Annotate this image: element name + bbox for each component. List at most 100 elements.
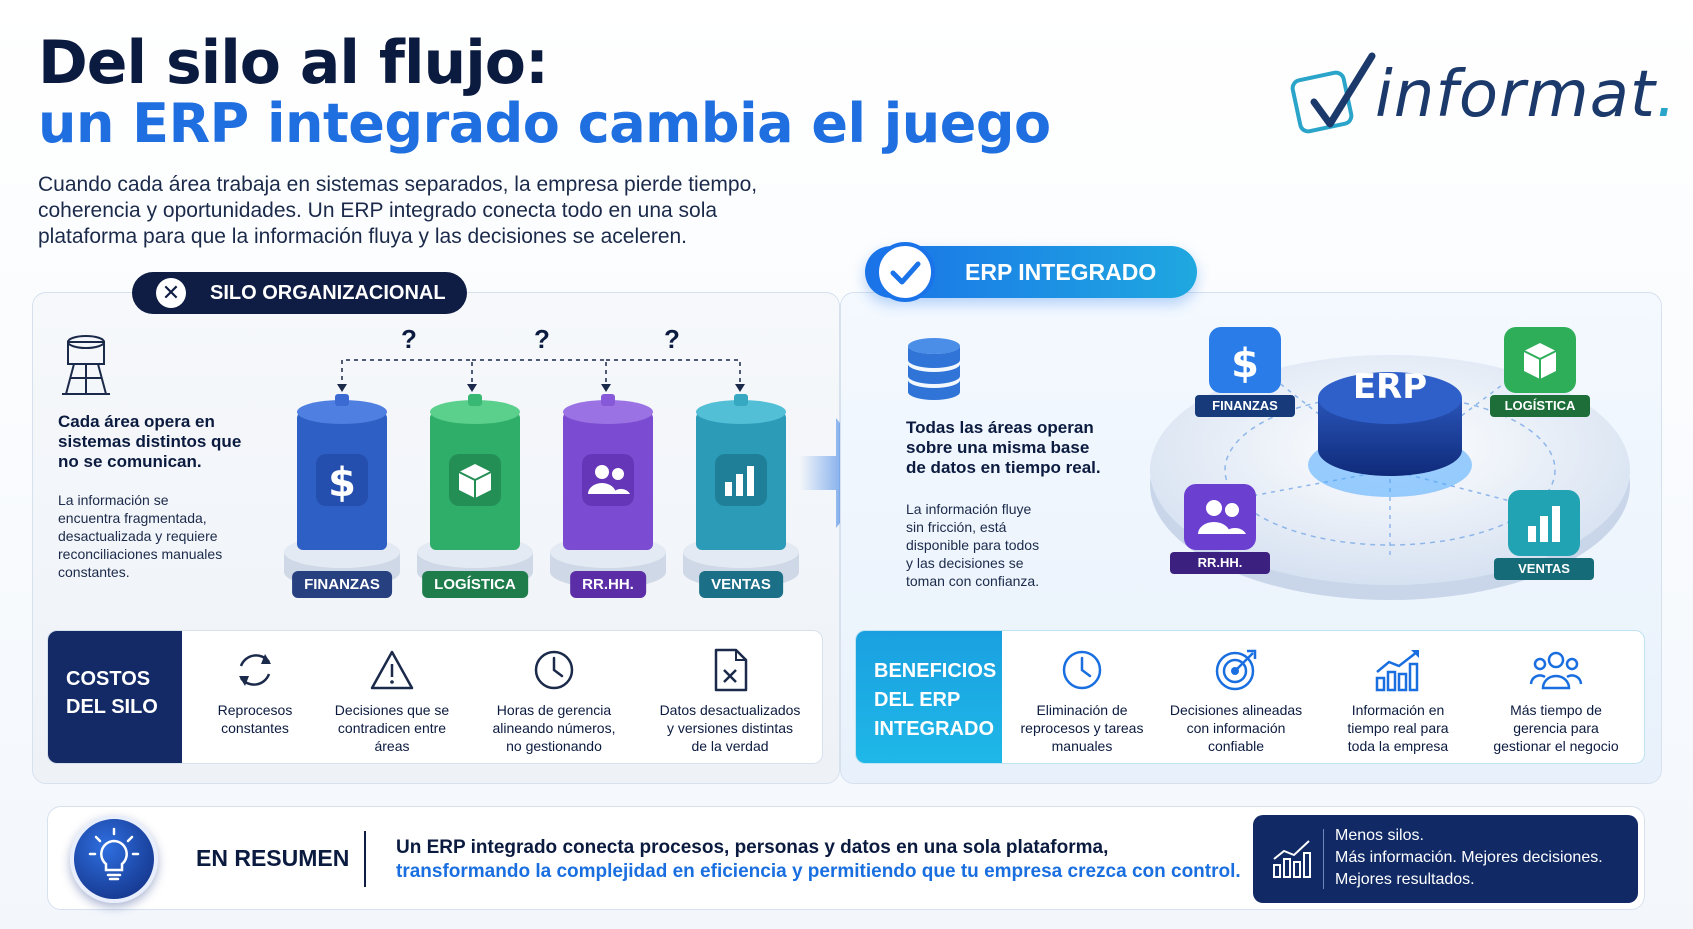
benefits-heading: BENEFICIOS DEL ERP INTEGRADO [856, 631, 1002, 763]
cost-text: constantes [221, 720, 289, 736]
silo-tank [683, 394, 799, 588]
box-icon [458, 464, 492, 498]
intro-line: Cuando cada área trabaja en sistemas sep… [38, 173, 758, 196]
erp-lead-line: sobre una misma base [906, 438, 1090, 457]
lightbulb-icon [70, 815, 158, 903]
erp-description: La información fluye sin fricción, está … [906, 500, 1106, 590]
benefit-text: gerencia para [1513, 720, 1599, 736]
check-icon [875, 242, 935, 302]
benefits-box: BENEFICIOS DEL ERP INTEGRADO Eliminación… [855, 630, 1645, 764]
growth-chart-icon [1273, 840, 1311, 878]
benefit-text: con información [1186, 720, 1286, 736]
silo-desc-line: reconciliaciones manuales [58, 546, 223, 562]
silo-ventas: VENTAS [681, 392, 801, 598]
growth-chart-icon [1375, 650, 1419, 692]
cost-text: no gestionando [506, 738, 602, 754]
costs-heading-line: COSTOS [66, 668, 151, 690]
silo-rrhh: RR.HH. [548, 392, 668, 598]
summary-result-box: Menos silos. Más información. Mejores de… [1253, 815, 1638, 903]
summary-line-1: Un ERP integrado conecta procesos, perso… [396, 837, 1109, 858]
cost-text: Horas de gerencia [496, 702, 612, 718]
silo-description: La información se encuentra fragmentada,… [58, 491, 258, 581]
silo-lead-line: sistemas distintos que [58, 432, 242, 451]
benefit-text: manuales [1051, 738, 1113, 754]
box-icon [1504, 327, 1576, 393]
cost-item: Datos desactualizados y versiones distint… [645, 645, 815, 755]
costs-box: COSTOS DEL SILO Reprocesos constantes Dec… [47, 630, 823, 764]
result-divider [1323, 829, 1324, 889]
water-tower-icon [62, 335, 110, 395]
silo-label-finanzas: FINANZAS [292, 571, 392, 598]
title-line-2: un ERP integrado cambia el juego [38, 92, 1051, 155]
erp-desc-line: disponible para todos [906, 537, 1040, 553]
benefit-text: Más tiempo de [1510, 702, 1602, 718]
benefits-heading-line: DEL ERP [874, 689, 961, 711]
erp-lead-line: Todas las áreas operan [906, 418, 1094, 437]
team-icon [1529, 651, 1583, 690]
benefit-item: Decisiones alineadas con información confi… [1156, 645, 1316, 755]
silo-desc-line: desactualizada y requiere [58, 528, 218, 544]
erp-node-label: LOGÍSTICA [1490, 395, 1590, 417]
question-mark: ? [534, 324, 550, 354]
silo-tank [417, 394, 533, 588]
costs-heading: COSTOS DEL SILO [48, 631, 182, 763]
silo-pill: ✕ SILO ORGANIZACIONAL [132, 272, 467, 314]
users-icon [1184, 484, 1256, 550]
silo-lead: Cada área opera en sistemas distintos qu… [58, 412, 258, 472]
cost-item: Decisiones que se contradicen entre áreas [312, 645, 472, 755]
cost-text: alineando números, [492, 720, 616, 736]
result-text: Menos silos. Más información. Mejores de… [1335, 825, 1603, 891]
summary-heading: EN RESUMEN [196, 845, 350, 871]
erp-node-rrhh: RR.HH. [1170, 482, 1270, 577]
refresh-icon [239, 654, 271, 686]
benefit-text: reprocesos y tareas [1020, 720, 1144, 736]
dollar-icon: $ [1209, 327, 1281, 393]
benefit-text: Eliminación de [1036, 702, 1128, 718]
benefits-heading-line: BENEFICIOS [874, 660, 997, 682]
erp-node-label: RR.HH. [1170, 552, 1270, 574]
erp-desc-line: La información fluye [906, 501, 1032, 517]
erp-hub-label: ERP [1353, 367, 1427, 407]
benefit-item: Información en tiempo real para toda la em… [1318, 645, 1478, 755]
silo-label-rrhh: RR.HH. [570, 571, 646, 598]
check-logo-icon [1290, 52, 1376, 134]
users-icon [588, 465, 630, 494]
benefit-text: Información en [1351, 702, 1445, 718]
cost-text: Datos desactualizados [659, 702, 801, 718]
benefit-item: Eliminación de reprocesos y tareas manuale… [1002, 645, 1162, 755]
erp-desc-line: sin fricción, está [906, 519, 1007, 535]
intro-line: coherencia y oportunidades. Un ERP integ… [38, 199, 718, 222]
silo-label-ventas: VENTAS [699, 571, 783, 598]
cost-text: y versiones distintas [666, 720, 794, 736]
question-mark: ? [664, 324, 680, 354]
cost-text: contradicen entre [337, 720, 447, 736]
erp-pill-label: ERP INTEGRADO [965, 258, 1157, 285]
benefit-text: tiempo real para [1347, 720, 1449, 736]
summary-box: EN RESUMEN Un ERP integrado conecta proc… [47, 806, 1645, 910]
benefit-text: Decisiones alineadas [1169, 702, 1303, 718]
svg-text:$: $ [328, 460, 356, 506]
title-line-1: Del silo al flujo: [38, 28, 549, 98]
silo-tank: $ [284, 394, 400, 588]
warning-icon [370, 650, 414, 690]
logo-wordmark: informat. [1375, 58, 1678, 132]
bar-chart-icon [725, 466, 754, 496]
result-line: Mejores resultados. [1335, 871, 1475, 888]
silo-finanzas: $ FINANZAS [282, 392, 402, 598]
database-icon [908, 338, 960, 400]
silo-lead-line: no se comunican. [58, 452, 202, 471]
broken-connections [337, 359, 745, 392]
silo-label-logistica: LOGÍSTICA [422, 571, 528, 598]
erp-node-ventas: VENTAS [1494, 488, 1594, 583]
erp-desc-line: toman con confianza. [906, 573, 1040, 589]
clock-icon [1062, 650, 1102, 690]
cost-text: de la verdad [691, 738, 769, 754]
silo-lead-line: Cada área opera en [58, 412, 215, 431]
silo-logistica: LOGÍSTICA [415, 392, 535, 598]
cost-text: Decisiones que se [334, 702, 450, 718]
intro-text: Cuando cada área trabaja en sistemas sep… [38, 172, 838, 250]
result-line: Menos silos. [1335, 827, 1424, 844]
silo-desc-line: encuentra fragmentada, [58, 510, 207, 526]
benefits-heading-line: INTEGRADO [874, 718, 994, 740]
silo-desc-line: La información se [58, 492, 169, 508]
